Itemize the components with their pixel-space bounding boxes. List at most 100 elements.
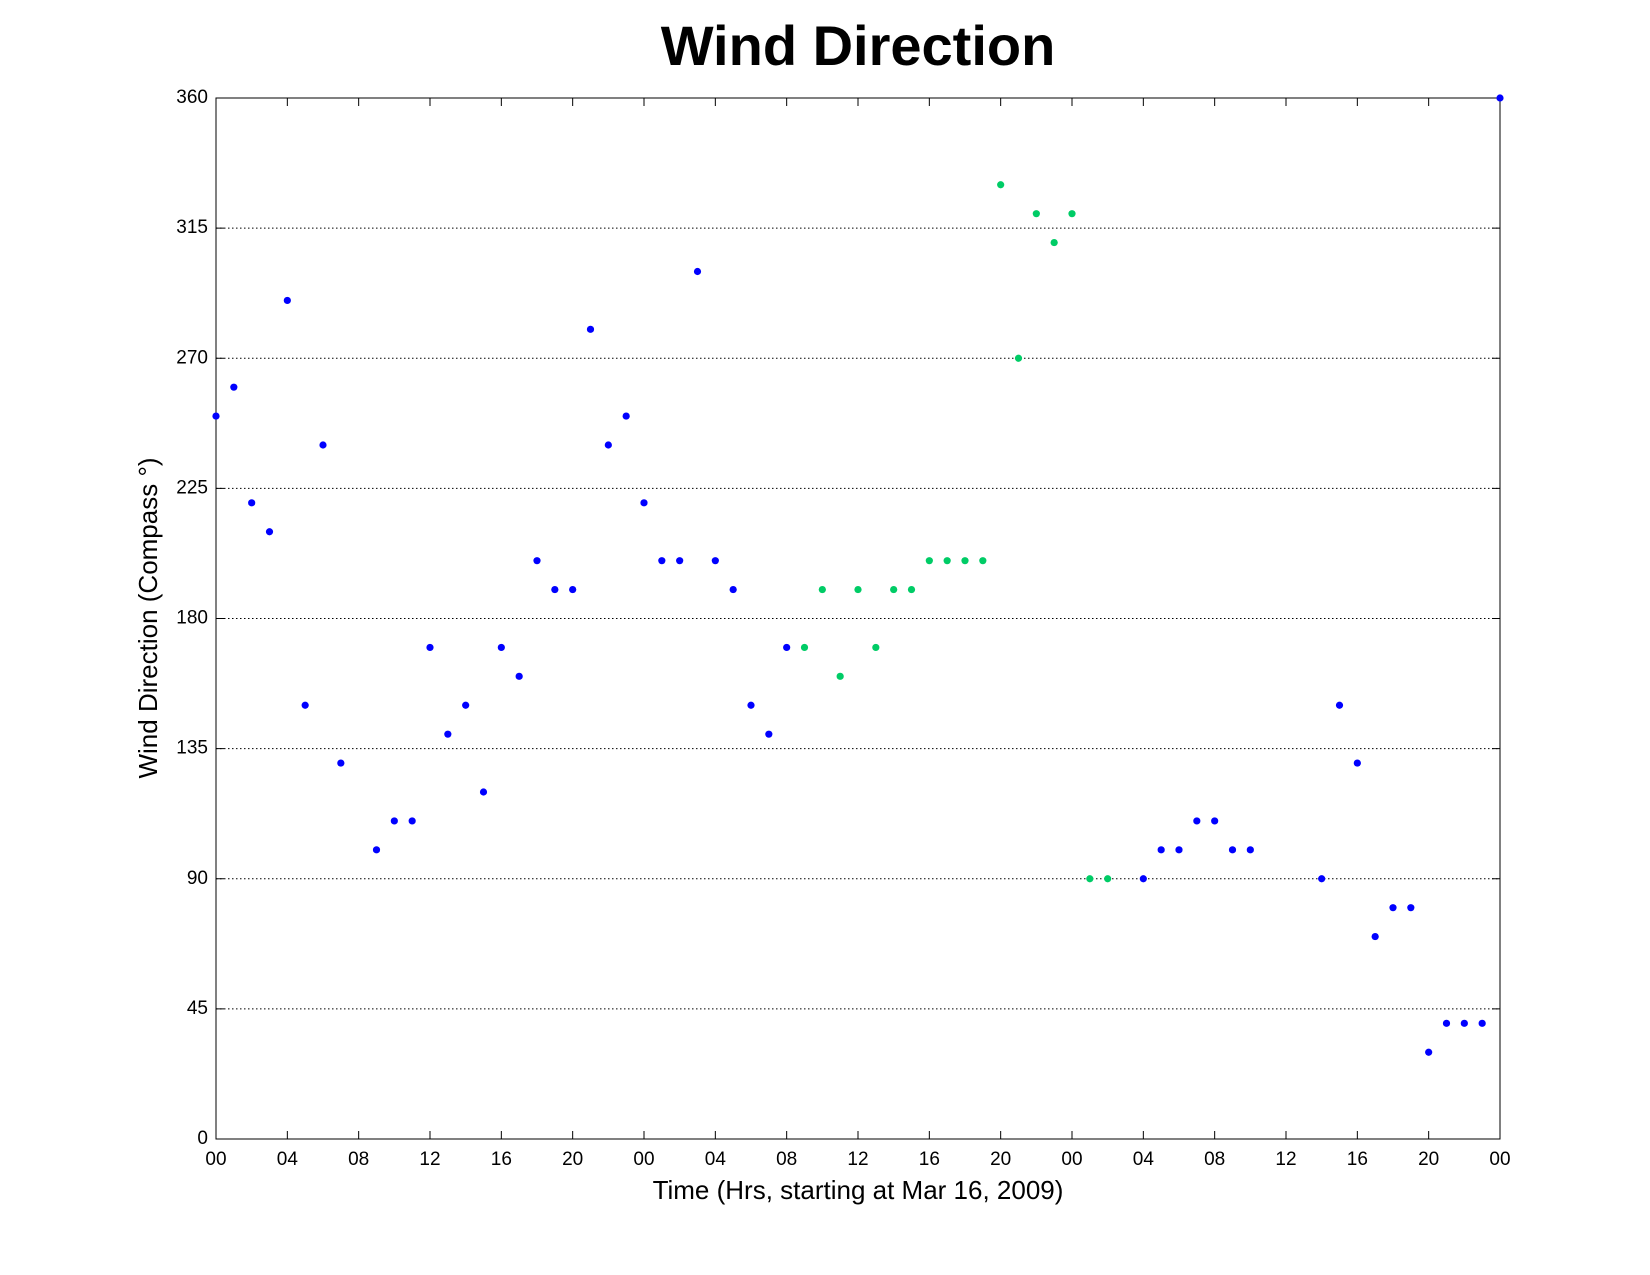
- x-tick-label: 16: [1347, 1149, 1368, 1170]
- point: [836, 672, 844, 680]
- point: [943, 557, 951, 565]
- point: [1335, 701, 1344, 709]
- point: [551, 585, 559, 594]
- point: [586, 325, 595, 333]
- y-tick-label: 180: [176, 608, 208, 629]
- chart-title: Wind Direction: [661, 14, 1056, 77]
- point: [1478, 1019, 1486, 1027]
- x-tick-label: 20: [562, 1149, 583, 1170]
- point: [854, 585, 862, 594]
- point: [1496, 94, 1504, 102]
- y-tick-label: 360: [176, 87, 208, 108]
- x-axis-label: Time (Hrs, starting at Mar 16, 2009): [653, 1175, 1064, 1205]
- point: [319, 441, 327, 449]
- y-tick-label: 270: [176, 347, 208, 368]
- point: [711, 557, 719, 565]
- point: [1014, 354, 1023, 362]
- point: [1068, 210, 1076, 218]
- point: [622, 412, 630, 420]
- point: [1175, 846, 1183, 854]
- y-tick-label: 225: [176, 477, 208, 498]
- y-tick-label: 135: [176, 738, 208, 759]
- x-tick-label: 08: [348, 1149, 369, 1170]
- point: [907, 585, 916, 594]
- point: [1104, 875, 1112, 883]
- point: [230, 383, 238, 391]
- x-tick-label: 00: [633, 1149, 654, 1170]
- point: [729, 585, 737, 594]
- point: [872, 643, 880, 652]
- point: [979, 557, 987, 565]
- point: [1157, 846, 1165, 854]
- point: [301, 701, 309, 709]
- point: [444, 730, 452, 738]
- point: [426, 643, 434, 652]
- x-tick-label: 20: [990, 1149, 1011, 1170]
- point: [479, 788, 488, 796]
- x-tick-label: 16: [919, 1149, 940, 1170]
- point: [390, 817, 398, 825]
- point: [961, 557, 969, 565]
- point: [1032, 210, 1040, 218]
- x-tick-label: 12: [847, 1149, 868, 1170]
- point: [747, 701, 755, 709]
- point: [925, 557, 933, 565]
- plot-frame: [215, 97, 1501, 1140]
- point: [658, 557, 666, 565]
- y-axis-label: Wind Direction (Compass °): [133, 457, 163, 778]
- point: [890, 585, 898, 594]
- point: [372, 846, 381, 854]
- x-tick-label: 20: [1418, 1149, 1439, 1170]
- y-tick-label: 315: [176, 217, 208, 238]
- point: [818, 585, 826, 594]
- point: [1425, 1048, 1433, 1056]
- point: [997, 181, 1005, 189]
- x-tick-label: 12: [419, 1149, 440, 1170]
- point: [248, 499, 256, 507]
- point: [1460, 1019, 1468, 1027]
- point: [1246, 846, 1254, 854]
- point: [693, 267, 702, 276]
- x-tick-label: 04: [1133, 1149, 1155, 1170]
- point: [337, 759, 345, 767]
- x-tick-label: 00: [205, 1149, 226, 1170]
- point: [1407, 904, 1415, 912]
- x-tick-label: 08: [776, 1149, 797, 1170]
- point: [1442, 1019, 1451, 1027]
- x-tick-label: 04: [705, 1149, 727, 1170]
- point: [1086, 875, 1094, 883]
- x-tick-label: 12: [1275, 1149, 1296, 1170]
- point: [408, 817, 416, 825]
- y-tick-label: 90: [187, 868, 208, 889]
- y-tick-label: 45: [187, 998, 208, 1019]
- x-tick-label: 16: [491, 1149, 512, 1170]
- point: [497, 643, 505, 652]
- point: [1211, 817, 1219, 825]
- point: [765, 730, 773, 738]
- point: [1353, 759, 1361, 767]
- x-tick-label: 00: [1061, 1149, 1082, 1170]
- point: [1318, 875, 1326, 883]
- point: [265, 528, 274, 536]
- x-tick-label: 00: [1489, 1149, 1510, 1170]
- point: [1139, 875, 1147, 883]
- point: [676, 557, 684, 565]
- point: [1389, 904, 1397, 912]
- x-tick-label: 04: [277, 1149, 299, 1170]
- point: [515, 672, 523, 680]
- point: [1228, 846, 1237, 854]
- point: [569, 585, 577, 594]
- point: [1050, 238, 1058, 247]
- point: [533, 557, 541, 565]
- y-tick-label: 0: [197, 1128, 208, 1149]
- point: [783, 643, 791, 652]
- point: [800, 643, 809, 652]
- point: [1371, 932, 1379, 941]
- point: [283, 296, 291, 305]
- x-tick-label: 08: [1204, 1149, 1225, 1170]
- point: [212, 412, 220, 420]
- point: [640, 499, 648, 507]
- point: [462, 701, 470, 709]
- point: [604, 441, 612, 449]
